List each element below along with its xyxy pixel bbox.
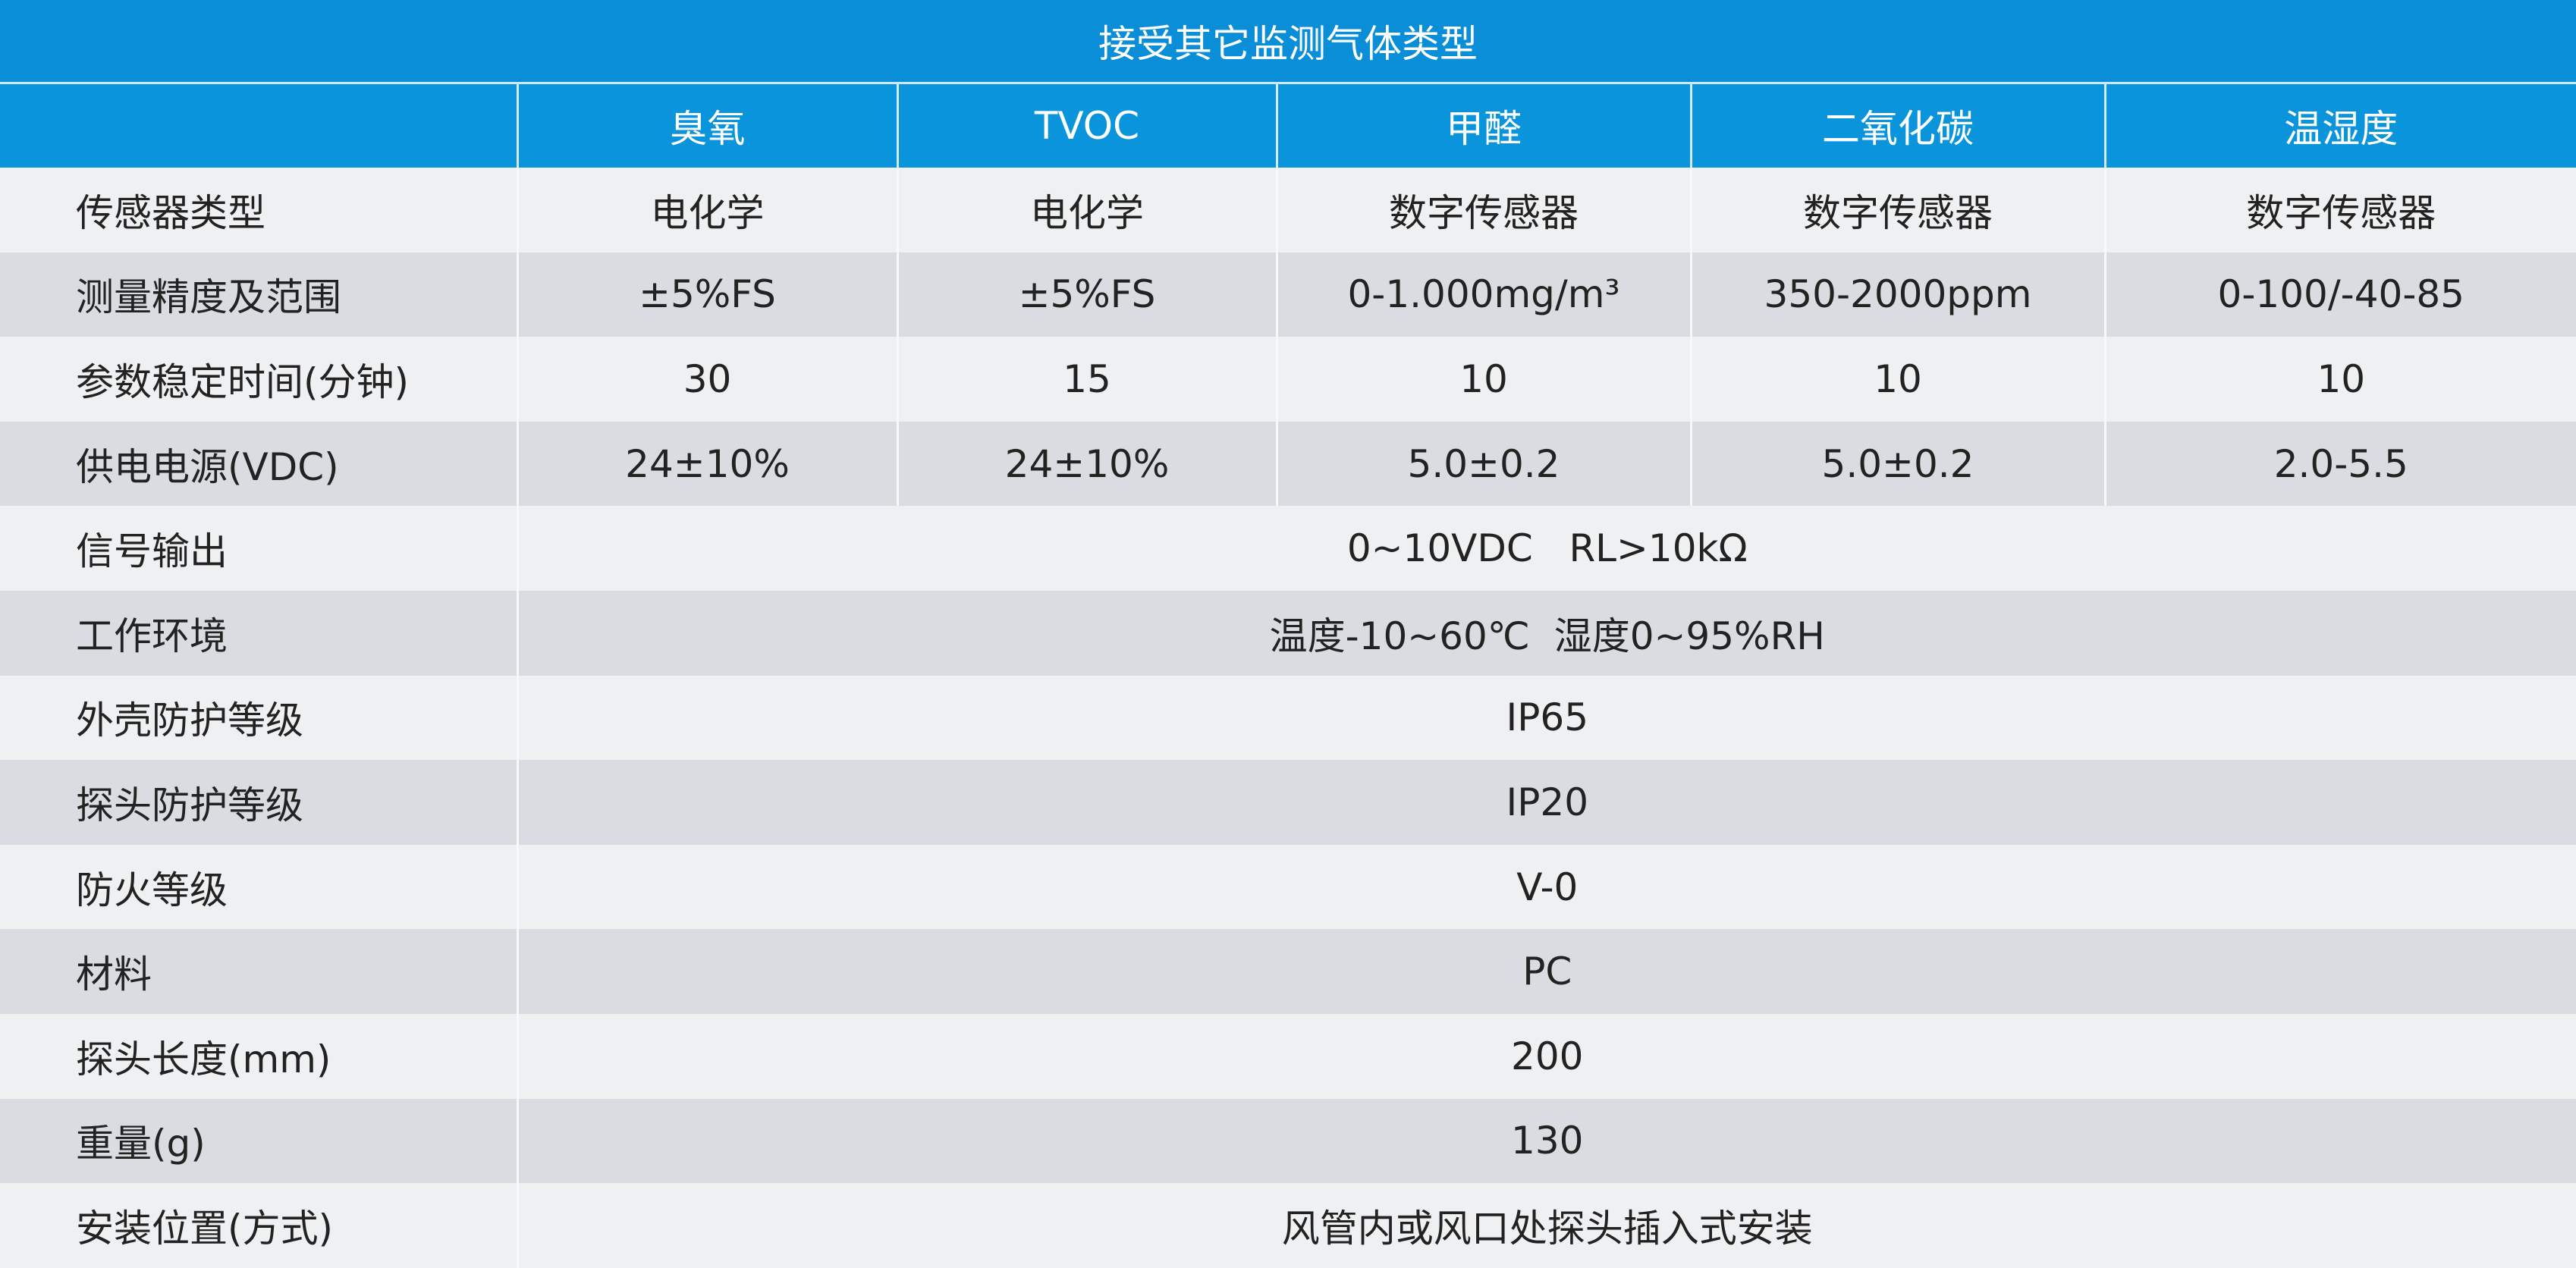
row-label: 信号输出 [0,506,517,591]
cell: 数字传感器 [1689,168,2105,253]
row-label: 测量精度及范围 [0,252,517,337]
cell: ±5%FS [896,252,1277,337]
table-row: 供电电源(VDC) 24±10% 24±10% 5.0±0.2 5.0±0.2 2.0-5… [0,421,2576,507]
column-header: TVOC [896,83,1277,168]
cell: 2.0-5.5 [2103,421,2576,507]
row-label: 工作环境 [0,590,517,676]
cell: 0-100/-40-85 [2103,252,2576,337]
cell: 350-2000ppm [1689,252,2105,337]
cell: 温度-10~60℃ 湿度0~95%RH [516,590,2576,676]
row-label: 传感器类型 [0,168,517,253]
row-label: 材料 [0,929,517,1014]
cell: 0~10VDC RL>10kΩ [516,506,2576,591]
table-row: 防火等级 V-0 [0,844,2576,930]
table-row: 外壳防护等级 IP65 [0,675,2576,761]
table-row: 信号输出 0~10VDC RL>10kΩ [0,506,2576,591]
table-row: 探头防护等级 IP20 [0,760,2576,845]
cell: 15 [896,337,1277,422]
column-header: 温湿度 [2103,83,2576,168]
row-label: 防火等级 [0,844,517,930]
row-label: 外壳防护等级 [0,675,517,761]
cell: 电化学 [516,168,897,253]
table-row: 安装位置(方式) 风管内或风口处探头插入式安装 [0,1183,2576,1268]
column-header: 甲醛 [1275,83,1691,168]
cell: 130 [516,1098,2576,1184]
cell: 24±10% [896,421,1277,507]
cell: PC [516,929,2576,1014]
row-label: 重量(g) [0,1098,517,1184]
row-label: 探头长度(mm) [0,1013,517,1099]
row-label: 探头防护等级 [0,760,517,845]
row-label: 参数稳定时间(分钟) [0,337,517,422]
table-row: 重量(g) 130 [0,1098,2576,1184]
table-row: 参数稳定时间(分钟) 30 15 10 10 10 [0,337,2576,422]
table-row: 传感器类型 电化学 电化学 数字传感器 数字传感器 数字传感器 [0,168,2576,253]
column-header: 二氧化碳 [1689,83,2105,168]
table-row: 工作环境 温度-10~60℃ 湿度0~95%RH [0,590,2576,676]
cell: 风管内或风口处探头插入式安装 [516,1183,2576,1268]
table-title: 接受其它监测气体类型 [0,0,2576,84]
cell: 200 [516,1013,2576,1099]
cell: 10 [2103,337,2576,422]
cell: 5.0±0.2 [1275,421,1691,507]
cell: IP20 [516,760,2576,845]
cell: 10 [1689,337,2105,422]
corner-cell [0,83,517,168]
cell: ±5%FS [516,252,897,337]
row-label: 安装位置(方式) [0,1183,517,1268]
cell: 24±10% [516,421,897,507]
table-body: 传感器类型 电化学 电化学 数字传感器 数字传感器 数字传感器 测量精度及范围 ±5%FS ±5… [0,168,2576,1268]
table-row: 测量精度及范围 ±5%FS ±5%FS 0-1.000mg/m³ 350-2000ppm… [0,252,2576,337]
cell: 30 [516,337,897,422]
cell: 数字传感器 [1275,168,1691,253]
cell: 电化学 [896,168,1277,253]
row-label: 供电电源(VDC) [0,421,517,507]
cell: 5.0±0.2 [1689,421,2105,507]
cell: V-0 [516,844,2576,930]
table-row: 材料 PC [0,929,2576,1014]
column-header: 臭氧 [516,83,897,168]
cell: 数字传感器 [2103,168,2576,253]
header-row: 臭氧 TVOC 甲醛 二氧化碳 温湿度 [0,83,2576,168]
cell: 0-1.000mg/m³ [1275,252,1691,337]
cell: IP65 [516,675,2576,761]
cell: 10 [1275,337,1691,422]
table-row: 探头长度(mm) 200 [0,1013,2576,1099]
